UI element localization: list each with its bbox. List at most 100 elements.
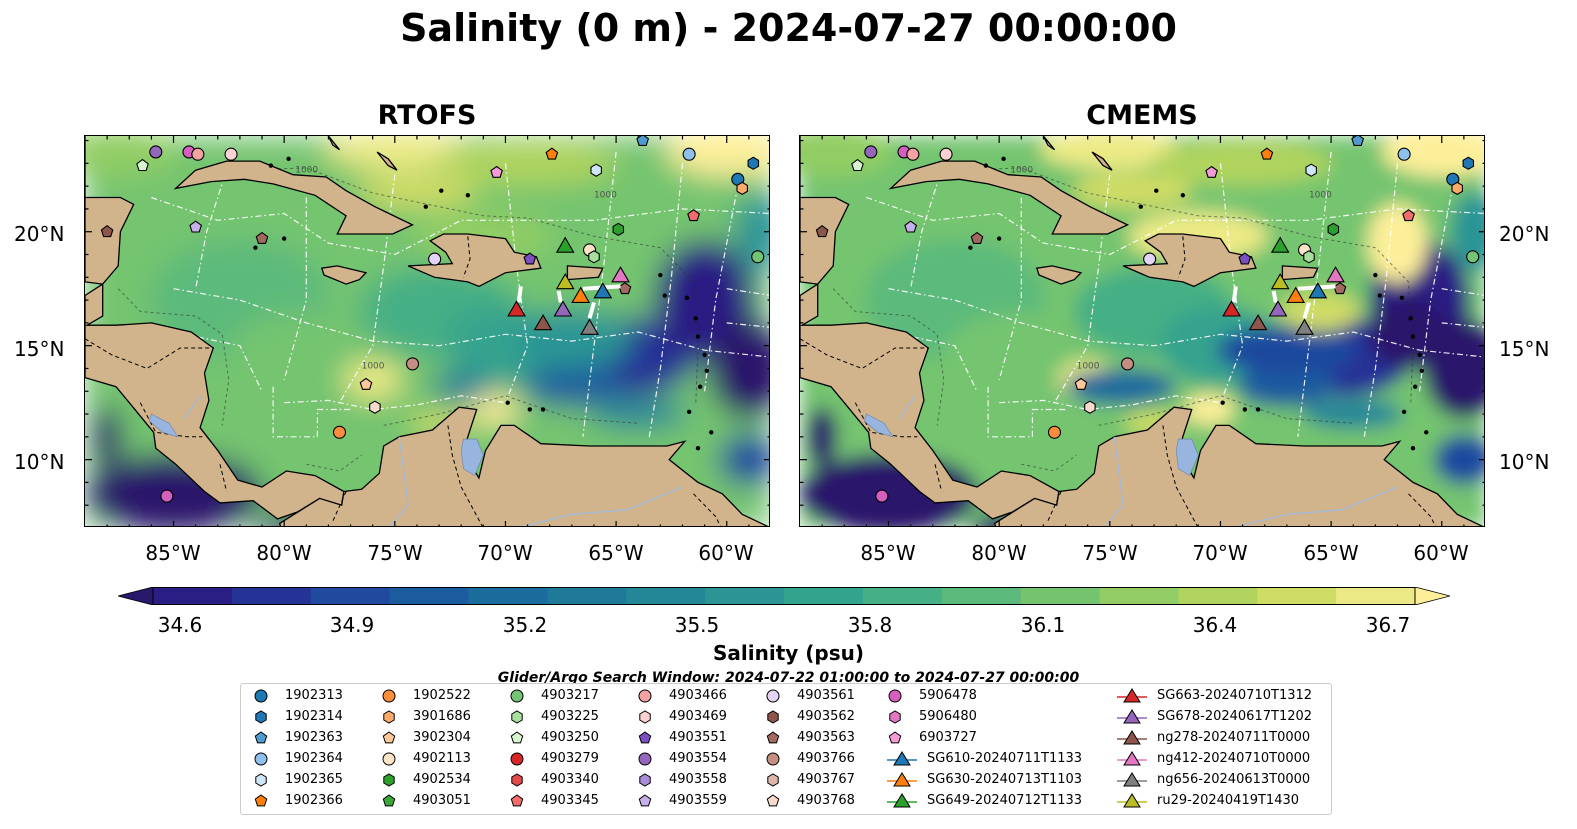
small-island: [465, 193, 471, 198]
legend-item-label: SG649-20240712T1133: [927, 793, 1083, 808]
contour-label: 1000: [594, 191, 617, 201]
legend-item: SG678-20240617T1202: [1117, 706, 1312, 727]
colorbar-bin: [1257, 587, 1337, 605]
small-island: [1424, 430, 1429, 435]
argo-float-marker: [359, 377, 373, 390]
triangle-line-marker-icon: [887, 771, 917, 786]
argo-float-marker: [1205, 165, 1218, 178]
legend-item-label: 4903766: [797, 751, 855, 766]
pentagon-marker-icon: [638, 730, 652, 743]
legend-item: 1902366: [253, 790, 343, 811]
land-yucatan: [85, 136, 135, 285]
legend-item-label: 4903466: [669, 688, 727, 703]
small-island: [439, 188, 444, 193]
glider-marker: [1248, 314, 1268, 331]
legend-item-label: SG663-20240710T1312: [1157, 688, 1313, 703]
land-bahamas2: [376, 151, 398, 171]
legend-item: 4903558: [637, 769, 727, 790]
small-island: [684, 295, 690, 301]
colorbar-extend-high: [1414, 586, 1451, 606]
argo-float-marker: [1466, 250, 1480, 264]
land-southAmerica: [278, 406, 769, 526]
panel-title-cmems: CMEMS: [1086, 100, 1198, 131]
land-southAmerica: [993, 406, 1484, 526]
colorbar-tick: 36.1: [1020, 613, 1066, 637]
legend-item: SG649-20240712T1133: [887, 790, 1082, 811]
small-island: [693, 316, 698, 321]
hexagon-marker-icon: [639, 709, 651, 724]
legend-item: 5906478: [887, 685, 977, 706]
legend-item: 4903559: [637, 790, 727, 811]
small-island: [1417, 352, 1422, 357]
circle-marker-icon: [638, 752, 652, 765]
small-island: [1373, 272, 1378, 278]
circle-marker-icon: [510, 689, 524, 702]
legend-item-label: 4903345: [541, 793, 599, 808]
argo-float-marker: [682, 147, 696, 161]
lon-label-75w-right: 75°W: [1082, 541, 1138, 565]
argo-float-marker: [815, 225, 829, 238]
argo-float-marker: [1305, 163, 1317, 177]
legend-item: 1902314: [253, 706, 343, 727]
legend-item-label: SG678-20240617T1202: [1157, 709, 1313, 724]
legend-item-label: 4903469: [669, 709, 727, 724]
argo-float-marker: [612, 222, 625, 237]
legend-item-label: 1902522: [413, 688, 471, 703]
circle-marker-icon: [766, 752, 780, 765]
glider-marker: [1308, 282, 1328, 299]
glider-marker: [611, 266, 630, 283]
pentagon-marker-icon: [510, 730, 524, 743]
colorbar: [117, 586, 1451, 606]
colorbar-tick: 36.7: [1365, 613, 1411, 637]
colorbar-bin: [705, 587, 785, 605]
argo-float-marker: [904, 220, 918, 233]
triangle-line-marker-icon: [887, 792, 917, 807]
pentagon-marker-icon: [888, 730, 902, 743]
legend-item: 4903563: [765, 727, 855, 748]
contour-label: 1000: [362, 361, 385, 371]
colorbar-bin: [389, 587, 470, 605]
contour-label: 1000: [1309, 191, 1332, 201]
legend-item-label: 1902314: [285, 709, 343, 724]
small-island: [423, 204, 428, 209]
axis-ticks: [85, 136, 769, 526]
colorbar-bin: [626, 587, 706, 605]
small-island: [505, 400, 510, 405]
lon-label-85w-right: 85°W: [860, 541, 916, 565]
small-island: [1001, 156, 1006, 161]
colorbar-bin: [941, 587, 1022, 605]
hexagon-marker-icon: [255, 709, 267, 724]
glider-marker: [571, 286, 591, 303]
small-island: [702, 352, 707, 357]
legend-item: 1902313: [253, 685, 343, 706]
small-island: [1377, 293, 1382, 298]
argo-float-marker: [1451, 181, 1463, 196]
legend-item: 5906480: [887, 706, 977, 727]
legend-item-label: 4902534: [413, 772, 471, 787]
argo-float-marker: [100, 225, 114, 238]
colorbar-bin: [1020, 587, 1101, 605]
small-island: [1180, 193, 1186, 198]
colorbar-bin: [468, 587, 548, 605]
argo-float-marker: [149, 145, 163, 159]
circle-marker-icon: [888, 689, 902, 702]
legend-item: 1902364: [253, 748, 343, 769]
argo-float-markers: [815, 136, 1480, 503]
legend-item: 4903767: [765, 769, 855, 790]
argo-float-marker: [191, 147, 205, 161]
legend-item: SG663-20240710T1312: [1117, 685, 1312, 706]
legend-item: 1902365: [253, 769, 343, 790]
legend-item-label: 1902366: [285, 793, 343, 808]
legend-item: 4903469: [637, 706, 727, 727]
argo-float-marker: [1047, 425, 1062, 439]
argo-float-marker: [369, 400, 381, 414]
legend-item: 6903727: [887, 727, 977, 748]
legend-item: SG610-20240711T1133: [887, 748, 1082, 769]
legend-item: 4903279: [509, 748, 599, 769]
circle-marker-icon: [382, 689, 396, 702]
argo-float-marker: [136, 158, 149, 172]
legend-item: 4903225: [509, 706, 599, 727]
argo-float-marker: [751, 250, 765, 264]
argo-float-marker: [939, 147, 953, 161]
legend-item-label: 4903551: [669, 730, 727, 745]
